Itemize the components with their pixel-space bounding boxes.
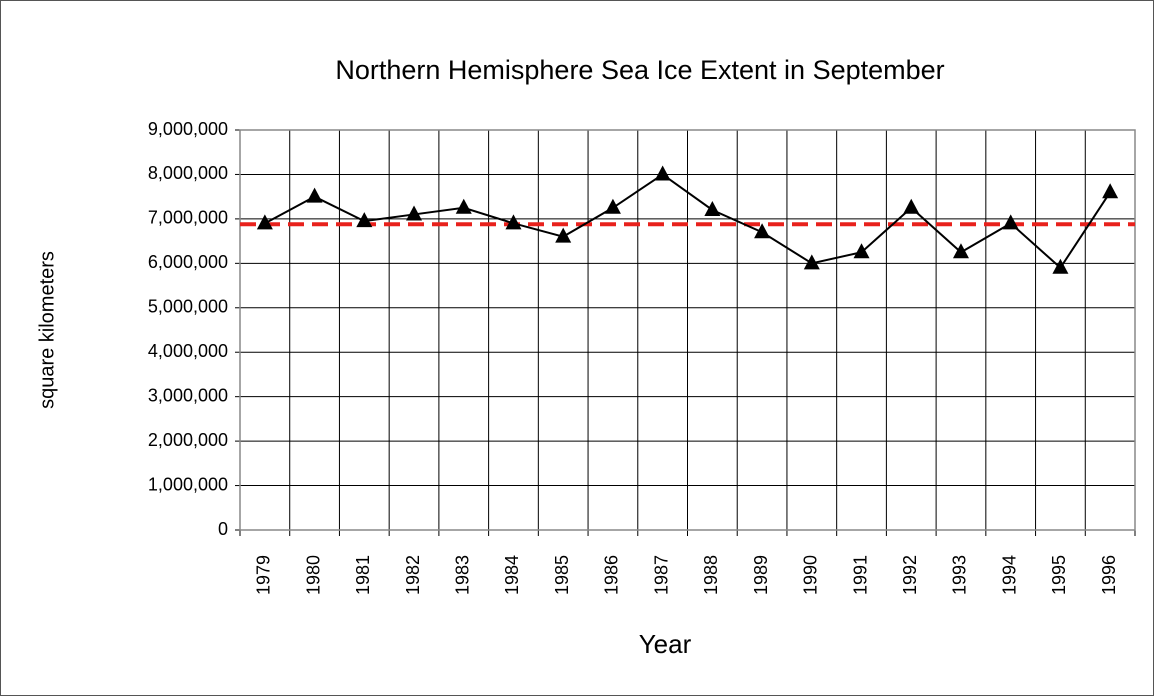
marker bbox=[654, 165, 671, 181]
x-tick-label: 1983 bbox=[453, 555, 473, 595]
x-tick-label: 1988 bbox=[701, 555, 721, 595]
x-tick-label: 1995 bbox=[1049, 555, 1069, 595]
marker bbox=[754, 223, 771, 239]
x-axis-label: Year bbox=[639, 629, 692, 659]
marker bbox=[1102, 183, 1119, 199]
x-tick-label: 1989 bbox=[751, 555, 771, 595]
x-tick-label: 1994 bbox=[999, 555, 1019, 595]
marker bbox=[853, 243, 870, 259]
marker bbox=[455, 198, 472, 214]
marker bbox=[1002, 214, 1019, 230]
y-tick-label: 2,000,000 bbox=[148, 430, 228, 450]
marker bbox=[306, 187, 323, 203]
y-tick-label: 5,000,000 bbox=[148, 297, 228, 317]
x-tick-label: 1996 bbox=[1099, 555, 1119, 595]
marker bbox=[406, 205, 423, 221]
y-tick-label: 4,000,000 bbox=[148, 341, 228, 361]
marker bbox=[903, 198, 920, 214]
x-tick-label: 1991 bbox=[850, 555, 870, 595]
y-tick-label: 3,000,000 bbox=[148, 385, 228, 405]
y-tick-label: 9,000,000 bbox=[148, 119, 228, 139]
x-tick-label: 1981 bbox=[353, 555, 373, 595]
marker bbox=[256, 214, 273, 230]
x-tick-label: 1987 bbox=[651, 555, 671, 595]
y-tick-label: 8,000,000 bbox=[148, 163, 228, 183]
y-tick-label: 6,000,000 bbox=[148, 252, 228, 272]
x-tick-label: 1984 bbox=[502, 555, 522, 595]
marker bbox=[803, 254, 820, 270]
x-tick-label: 1992 bbox=[900, 555, 920, 595]
marker bbox=[1052, 258, 1069, 274]
series-line bbox=[264, 173, 1111, 270]
x-tick-label: 1990 bbox=[801, 555, 821, 595]
x-tick-label: 1982 bbox=[403, 555, 423, 595]
x-tick-label: 1979 bbox=[254, 555, 274, 595]
y-axis-label: square kilometers bbox=[36, 251, 58, 409]
marker bbox=[952, 243, 969, 259]
y-tick-label: 1,000,000 bbox=[148, 474, 228, 494]
marker bbox=[604, 198, 621, 214]
y-tick-label: 0 bbox=[218, 519, 228, 539]
y-tick-label: 7,000,000 bbox=[148, 208, 228, 228]
marker bbox=[704, 201, 721, 216]
x-tick-label: 1985 bbox=[552, 555, 572, 595]
marker bbox=[555, 227, 572, 243]
marker bbox=[505, 214, 522, 230]
x-tick-label: 1986 bbox=[602, 555, 622, 595]
x-tick-label: 1980 bbox=[303, 555, 323, 595]
marker bbox=[356, 212, 373, 228]
chart-title: Northern Hemisphere Sea Ice Extent in Se… bbox=[335, 55, 944, 85]
x-tick-label: 1993 bbox=[950, 555, 970, 595]
plot-frame bbox=[239, 129, 1136, 531]
